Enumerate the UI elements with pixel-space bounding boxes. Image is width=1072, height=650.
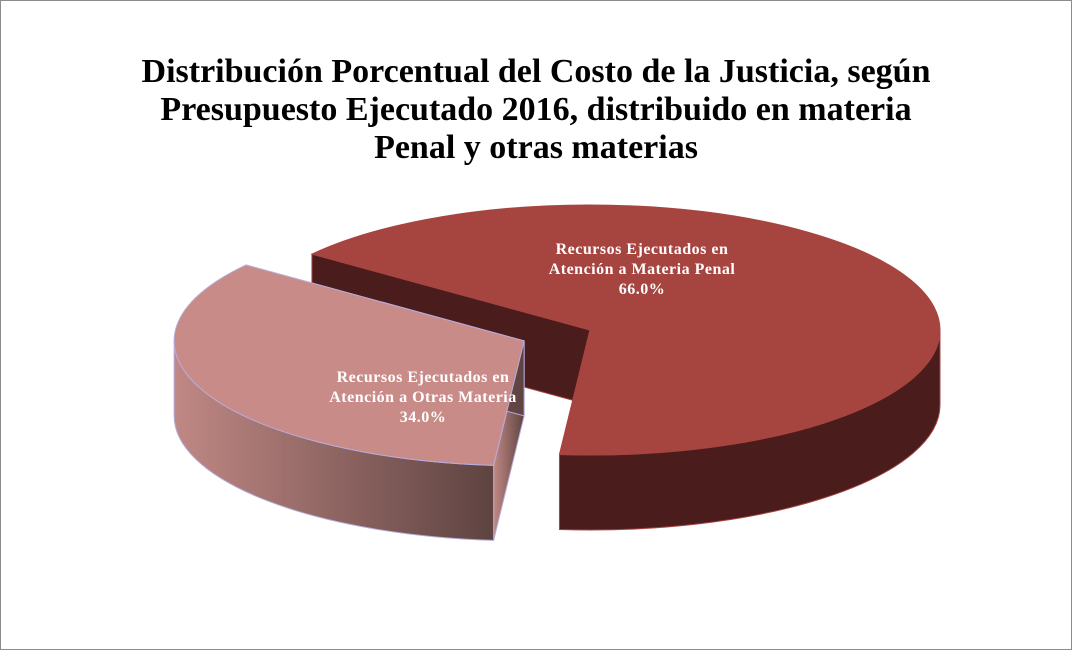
data-label: Recursos Ejecutados en Atención a Materi… — [527, 240, 757, 300]
data-label: Recursos Ejecutados en Atención a Otras … — [308, 368, 538, 428]
value-label: 66.0% — [618, 281, 666, 298]
value-label: 34.0% — [399, 409, 447, 426]
slice-top — [310, 204, 941, 456]
chart-title: Distribución Porcentual del Costo de la … — [141, 53, 931, 166]
slice — [173, 264, 525, 541]
slice-top — [173, 264, 525, 466]
category-label: Recursos Ejecutados en Atención a Otras … — [329, 369, 517, 406]
category-label: Recursos Ejecutados en Atención a Materi… — [548, 241, 736, 278]
